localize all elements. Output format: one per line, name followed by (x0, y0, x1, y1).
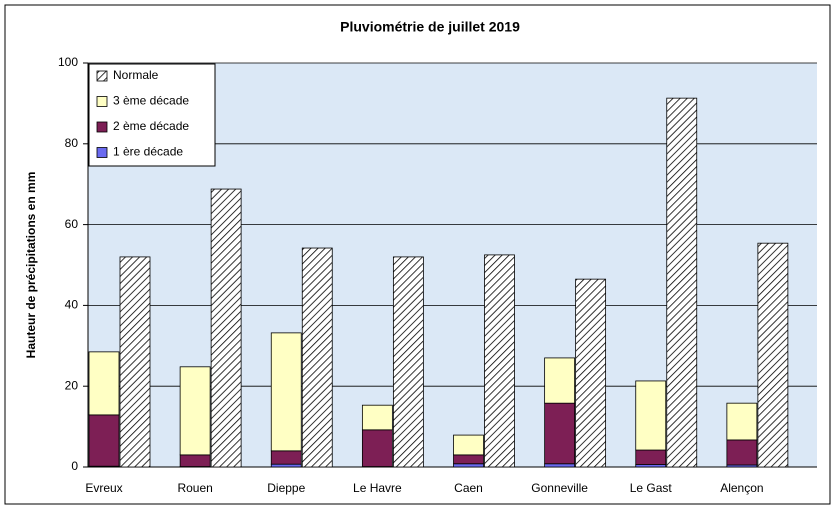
x-tick-label: Le Havre (353, 481, 402, 495)
bar (636, 450, 666, 465)
bar (271, 333, 301, 451)
x-tick-label: Caen (454, 481, 483, 495)
bar (180, 455, 210, 467)
x-tick-label: Rouen (177, 481, 212, 495)
legend-label: 2 ème décade (113, 119, 189, 133)
bar (485, 255, 515, 467)
x-tick-label: Le Gast (630, 481, 673, 495)
bar (89, 352, 119, 415)
x-tick-label: Evreux (85, 481, 122, 495)
legend-label: Normale (113, 68, 159, 82)
chart-title: Pluviométrie de juillet 2019 (340, 19, 520, 35)
bar (120, 257, 150, 467)
legend-label: 3 ème décade (113, 94, 189, 108)
bar (758, 243, 788, 467)
y-tick-label: 60 (65, 217, 79, 231)
bar (636, 381, 666, 450)
y-tick-label: 100 (58, 55, 78, 69)
legend-swatch (97, 71, 107, 81)
legend-swatch (97, 97, 107, 107)
y-tick-label: 40 (65, 298, 79, 312)
y-tick-label: 80 (65, 136, 79, 150)
bar (727, 440, 757, 465)
x-tick-label: Alençon (720, 481, 763, 495)
bar (362, 430, 392, 467)
bar (180, 367, 210, 455)
bar (454, 455, 484, 464)
legend-label: 1 ère décade (113, 145, 183, 159)
bar (302, 248, 332, 467)
bar (545, 403, 575, 464)
bar (576, 279, 606, 467)
bar (454, 435, 484, 455)
bar (362, 405, 392, 430)
bar (545, 358, 575, 403)
bar (667, 98, 697, 467)
y-tick-label: 0 (71, 459, 78, 473)
bar (454, 464, 484, 467)
x-tick-label: Gonneville (531, 481, 588, 495)
bar (271, 464, 301, 467)
bar (271, 451, 301, 464)
bar (545, 464, 575, 467)
y-tick-label: 20 (65, 378, 79, 392)
bar (393, 257, 423, 467)
x-tick-label: Dieppe (267, 481, 305, 495)
bar (727, 403, 757, 440)
legend-swatch (97, 122, 107, 132)
bar (89, 415, 119, 466)
bar (211, 189, 241, 467)
y-axis-label: Hauteur de précipitations en mm (24, 172, 38, 359)
legend-swatch (97, 148, 107, 158)
